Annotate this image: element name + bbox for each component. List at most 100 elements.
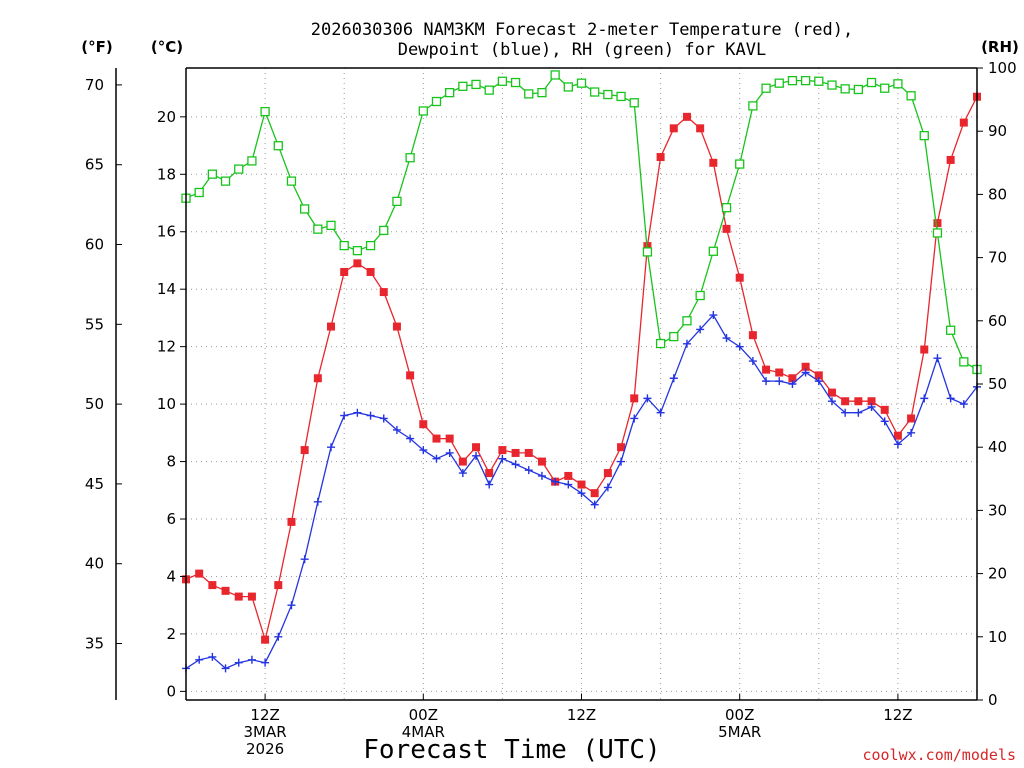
rh-point <box>379 225 389 236</box>
dewpoint-point <box>656 408 665 417</box>
dewpoint-point <box>617 457 626 466</box>
rh-line <box>185 74 978 371</box>
celsius-tick-label: 20 <box>157 108 176 126</box>
dewpoint-point <box>274 632 283 641</box>
rh-tick-label: 100 <box>988 59 1017 77</box>
rh-point <box>840 84 850 94</box>
dewpoint-point <box>208 652 217 661</box>
rh-point <box>497 76 508 86</box>
temperature-point <box>406 371 415 380</box>
chart-title-line-1: 2026030306 NAM3KM Forecast 2-meter Tempe… <box>311 20 853 40</box>
temperature-point <box>445 434 454 443</box>
rh-tick-label: 80 <box>988 185 1007 203</box>
dewpoint-point <box>485 480 494 489</box>
dewpoint-point <box>643 394 652 403</box>
temperature-point <box>696 124 705 133</box>
rh-point <box>774 78 784 88</box>
temperature-point <box>946 155 955 164</box>
rh-point <box>299 204 310 214</box>
temperature-point <box>287 517 296 526</box>
rh-point <box>313 224 323 234</box>
celsius-tick-label: 14 <box>157 280 176 298</box>
rh-point <box>708 246 718 256</box>
rh-point <box>682 316 692 326</box>
temperature-point <box>788 374 797 383</box>
temperature-point <box>617 443 626 452</box>
rh-point <box>550 70 560 80</box>
rh-point <box>853 84 863 95</box>
dewpoint-point <box>340 411 349 420</box>
x-tick-label: 4MAR <box>402 723 445 741</box>
x-tick-label: 5MAR <box>718 723 761 741</box>
rh-point <box>458 81 468 91</box>
dewpoint-point <box>261 658 270 667</box>
celsius-tick-label: 2 <box>166 625 176 643</box>
dewpoint-point <box>379 414 388 423</box>
fahrenheit-tick-label: 55 <box>85 315 104 333</box>
temperature-point <box>537 457 546 466</box>
rh-point <box>286 176 297 186</box>
temperature-point <box>603 469 612 478</box>
rh-tick-label: 50 <box>988 375 1007 393</box>
x-tick-label: 3MAR <box>244 723 287 741</box>
temperature-point <box>300 446 309 455</box>
rh-point <box>352 245 363 256</box>
temperature-point <box>274 581 283 590</box>
rh-point <box>524 89 534 99</box>
temperature-point <box>498 446 507 455</box>
temperature-point <box>577 480 586 489</box>
temperature-point <box>801 362 810 371</box>
rh-point <box>761 83 771 93</box>
rh-point <box>735 159 745 169</box>
rh-point <box>919 130 929 141</box>
temperature-point <box>920 345 929 354</box>
rh-point <box>814 76 824 86</box>
rh-tick-label: 0 <box>988 691 998 709</box>
celsius-tick-label: 10 <box>157 395 176 413</box>
dewpoint-point <box>221 664 230 673</box>
temperature-point <box>722 224 731 233</box>
dewpoint-point <box>735 342 744 351</box>
temperature-point <box>841 397 850 406</box>
rh-point <box>260 106 270 117</box>
rh-axis-label: (RH) <box>981 38 1019 56</box>
temperature-point <box>419 420 428 429</box>
chart-title-line-2: Dewpoint (blue), RH (green) for KAVL <box>398 40 766 60</box>
dewpoint-point <box>406 434 415 443</box>
rh-point <box>590 87 600 97</box>
dewpoint-point <box>366 411 375 420</box>
dewpoint-point <box>630 414 639 423</box>
dewpoint-point <box>827 397 836 406</box>
temperature-point <box>313 374 322 383</box>
rh-point <box>445 87 455 98</box>
temperature-point <box>590 489 599 498</box>
temperature-point <box>814 371 823 380</box>
temperature-point <box>379 288 388 297</box>
temperature-point <box>353 259 362 268</box>
fahrenheit-tick-label: 60 <box>85 236 104 254</box>
rh-point <box>510 77 521 88</box>
dewpoint-point <box>498 454 507 463</box>
dewpoint-point <box>959 400 968 409</box>
dewpoint-point <box>933 354 942 363</box>
dewpoint-point <box>419 446 428 455</box>
rh-point <box>827 80 837 90</box>
rh-point <box>405 153 415 163</box>
rh-point <box>893 79 903 89</box>
x-tick-label: 12Z <box>883 706 912 724</box>
rh-point <box>326 220 336 231</box>
rh-point <box>471 79 481 90</box>
dewpoint-point <box>327 443 336 452</box>
dewpoint-point <box>445 448 454 457</box>
x-tick-label: 12Z <box>567 706 596 724</box>
celsius-axis-label: (°C) <box>151 38 183 56</box>
dewpoint-point <box>247 655 256 664</box>
rh-point <box>603 89 613 100</box>
dewpoint-point <box>195 655 204 664</box>
temperature-point <box>656 153 665 162</box>
temperature-point <box>880 405 889 414</box>
rh-point <box>392 196 402 207</box>
rh-point <box>563 82 573 92</box>
rh-tick-label: 70 <box>988 249 1007 267</box>
temperature-point <box>709 158 718 167</box>
